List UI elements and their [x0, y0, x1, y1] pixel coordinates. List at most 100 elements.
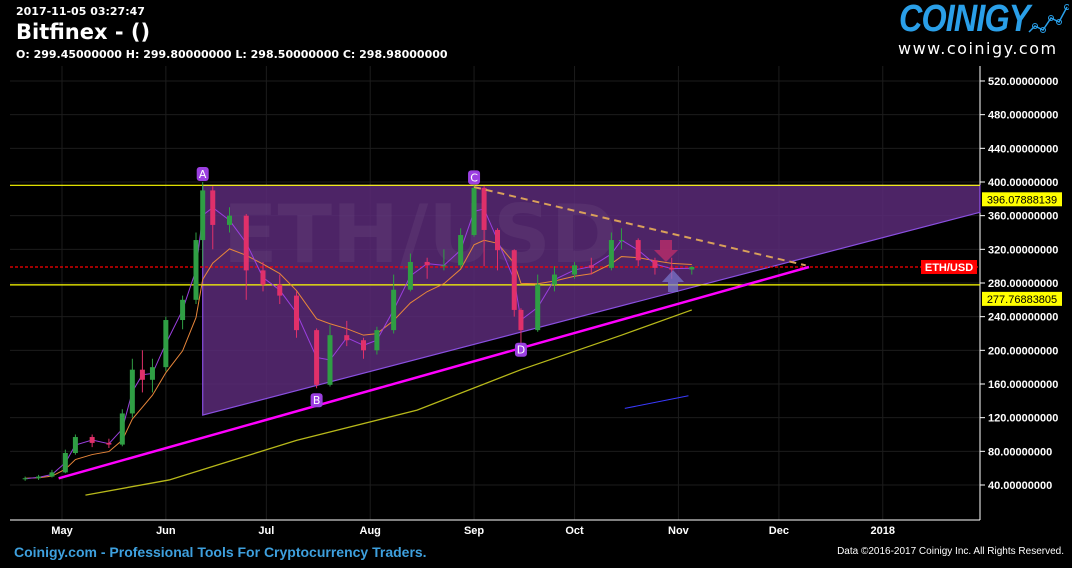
x-tick-label: Aug [360, 525, 381, 537]
candle-body [511, 250, 517, 310]
candle [227, 207, 232, 233]
candle-body [407, 261, 413, 290]
candle [391, 274, 397, 334]
candle [344, 320, 350, 347]
level-label: 277.76883805 [987, 294, 1057, 306]
sell-arrow-icon [654, 240, 678, 262]
candle [327, 325, 333, 387]
candle-body [89, 437, 95, 443]
candle-body [327, 335, 333, 385]
candle [588, 257, 594, 275]
chart-trend-icon [1028, 4, 1069, 33]
candle-body [106, 442, 112, 445]
candle [119, 409, 125, 447]
candle-body [652, 260, 658, 268]
candle [441, 249, 447, 271]
buy-arrow-icon [662, 270, 684, 292]
candle-body [200, 190, 206, 241]
candle [471, 185, 477, 237]
pattern-point-marker [514, 342, 527, 357]
candle-body [260, 270, 266, 285]
y-tick-label: 160.00000000 [988, 379, 1058, 391]
candle [277, 274, 283, 305]
support-trendline [58, 265, 810, 480]
ohlc-readout: O: 299.45000000 H: 299.80000000 L: 298.5… [16, 48, 448, 61]
long-moving-average [85, 309, 693, 496]
moving-average-purple [25, 207, 692, 480]
candle-body [535, 284, 541, 331]
candle-body [119, 413, 125, 445]
candle-body [22, 478, 28, 480]
candle-body [163, 320, 169, 368]
candle-body [277, 284, 283, 296]
footer-tagline[interactable]: Coinigy.com - Professional Tools For Cry… [14, 544, 427, 560]
candle-body [243, 215, 249, 271]
candle-body [518, 309, 524, 331]
candle-body [180, 299, 186, 321]
candle-body [149, 367, 155, 380]
x-tick-label: Sep [464, 525, 484, 537]
footer-copyright: Data ©2016-2017 Coinigy Inc. All Rights … [837, 546, 1064, 557]
y-tick-label: 360.00000000 [988, 211, 1058, 223]
y-tick-label: 280.00000000 [988, 278, 1058, 290]
candle [689, 266, 695, 275]
candle [407, 253, 413, 292]
candle-body [481, 187, 487, 230]
x-tick-label: Jun [156, 525, 176, 537]
candle [243, 213, 249, 300]
candle-body [49, 472, 55, 477]
candle [72, 434, 78, 455]
candle [635, 238, 641, 267]
candle [572, 261, 578, 279]
candle [652, 257, 658, 275]
pattern-point-marker [468, 170, 481, 185]
candle [551, 266, 557, 292]
candle [511, 249, 517, 317]
candle [314, 328, 320, 389]
y-tick-label: 240.00000000 [988, 312, 1058, 324]
candle-body [495, 229, 500, 251]
x-tick-label: Oct [565, 525, 584, 537]
candle [481, 186, 487, 267]
candle-body [139, 369, 145, 380]
candle-body [458, 235, 464, 266]
x-tick-label: 2018 [871, 525, 895, 537]
pattern-point-marker [196, 166, 209, 181]
level-label-box [982, 291, 1062, 306]
candle-body [294, 295, 299, 331]
candle [129, 358, 135, 418]
x-tick-label: Dec [769, 525, 789, 537]
candle [424, 257, 430, 279]
candle-body [36, 476, 42, 479]
candle [210, 186, 216, 250]
resistance-dashed-line [473, 186, 806, 267]
candle-body [669, 267, 675, 270]
candle-body [391, 289, 397, 331]
candle-body [193, 240, 199, 300]
pattern-point-label: C [470, 171, 478, 184]
y-tick-label: 120.00000000 [988, 413, 1058, 425]
candle-body [424, 261, 430, 266]
candle-body [572, 265, 578, 275]
candle [294, 291, 299, 338]
x-tick-label: Jul [258, 525, 274, 537]
level-label-box [921, 260, 977, 275]
level-label-box [982, 192, 1062, 207]
candle-body [361, 340, 366, 351]
candle [200, 181, 206, 267]
candle-body [608, 240, 614, 268]
candle-body [227, 215, 232, 225]
chart-title: Bitfinex - () [16, 20, 151, 44]
candle-body [72, 437, 78, 454]
y-tick-label: 80.00000000 [988, 446, 1052, 458]
moving-average-orange [25, 239, 692, 479]
candle-body [344, 335, 350, 341]
level-label: ETH/USD [925, 262, 973, 274]
candle [62, 449, 68, 474]
candle [495, 228, 500, 271]
candle-body [129, 369, 135, 414]
coinigy-logo[interactable]: COINIGY www.coinigy.com [895, 0, 1070, 60]
candle [193, 232, 199, 305]
y-tick-label: 320.00000000 [988, 244, 1058, 256]
